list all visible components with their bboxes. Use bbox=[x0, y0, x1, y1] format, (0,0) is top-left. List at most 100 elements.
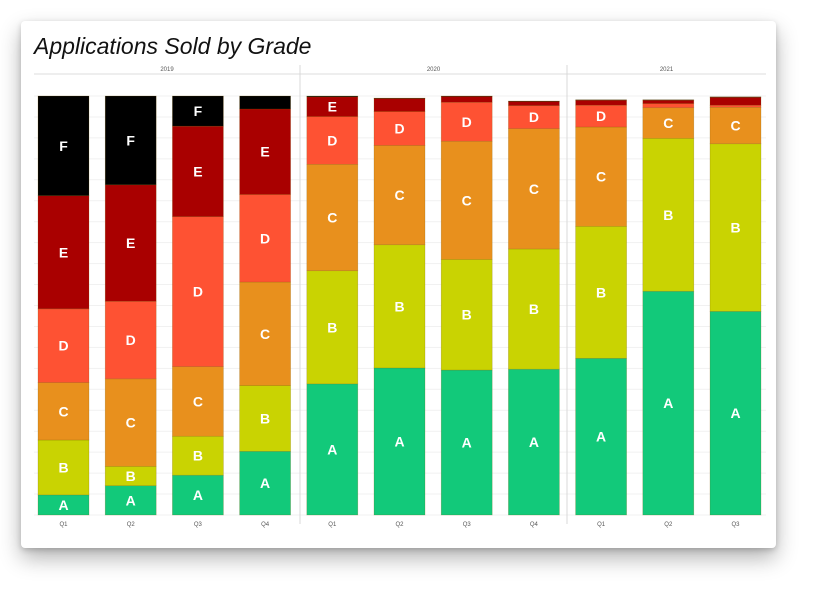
chart-card: Applications Sold by Grade 2019 2020 2021 A… bbox=[21, 21, 776, 548]
bar-segment-F bbox=[104, 95, 157, 186]
bar-segment-C bbox=[508, 128, 560, 250]
bar-segment-B bbox=[440, 259, 493, 371]
bar-segment-C bbox=[172, 366, 224, 437]
tick-label: Q1 bbox=[597, 522, 606, 528]
segment-label-D: D bbox=[394, 120, 404, 136]
segment-label-B: B bbox=[193, 448, 203, 464]
segment-label-E: E bbox=[59, 244, 68, 260]
bar-segment-D bbox=[440, 101, 493, 142]
segment-label-E: E bbox=[328, 99, 337, 115]
tick-label: Q1 bbox=[328, 522, 337, 528]
bar-segment-E bbox=[440, 96, 493, 103]
tick-label: Q4 bbox=[261, 522, 270, 528]
segment-label-C: C bbox=[529, 181, 539, 197]
tick-label: Q1 bbox=[59, 522, 68, 528]
bar-segment-A bbox=[440, 369, 493, 516]
bar-segment-E bbox=[172, 125, 224, 217]
tick-label: Q2 bbox=[127, 522, 136, 528]
segment-label-E: E bbox=[126, 235, 135, 251]
group-label-2020: 2020 bbox=[427, 67, 441, 73]
tick-label: Q2 bbox=[395, 522, 404, 528]
bar-segment-C bbox=[709, 107, 762, 145]
segment-label-B: B bbox=[58, 459, 68, 475]
segment-label-A: A bbox=[327, 441, 337, 457]
bar-segment-F bbox=[37, 95, 90, 197]
stacked-bar-chart: 2019 2020 2021ABCDEFQ1ABCDEFQ2ABCDEFQ3ABCD… bbox=[34, 65, 766, 528]
bar-segment-D bbox=[37, 308, 90, 383]
tick-label: Q2 bbox=[664, 522, 673, 528]
bar-segment-D bbox=[709, 104, 762, 108]
segment-label-C: C bbox=[193, 393, 203, 409]
bar-segment-D bbox=[172, 216, 224, 367]
bar-segment-C bbox=[575, 126, 627, 227]
segment-label-C: C bbox=[58, 403, 68, 419]
bar-segment-D bbox=[373, 111, 426, 146]
segment-label-F: F bbox=[126, 132, 135, 148]
bar-segment-A bbox=[508, 368, 560, 516]
segment-label-D: D bbox=[529, 109, 539, 125]
segment-label-A: A bbox=[596, 429, 606, 445]
segment-label-D: D bbox=[58, 338, 68, 354]
segment-label-E: E bbox=[193, 163, 202, 179]
segment-label-B: B bbox=[529, 301, 539, 317]
bar-segment-E bbox=[104, 184, 157, 302]
segment-label-A: A bbox=[529, 434, 539, 450]
bar-segment-B bbox=[373, 244, 426, 369]
bar-segment-A bbox=[373, 367, 426, 516]
bar-segment-A bbox=[239, 451, 291, 516]
segment-label-B: B bbox=[126, 468, 136, 484]
segment-label-F: F bbox=[59, 138, 68, 154]
bar-segment-A bbox=[306, 383, 359, 516]
group-label-2021: 2021 bbox=[660, 67, 674, 73]
bar-segment-B bbox=[709, 143, 762, 312]
tick-label: Q3 bbox=[463, 522, 472, 528]
bar-segment-A bbox=[172, 474, 224, 516]
bar-segment-E bbox=[709, 96, 762, 106]
bar-segment-B bbox=[37, 439, 90, 496]
bar-segment-D bbox=[642, 103, 695, 109]
segment-label-D: D bbox=[193, 284, 203, 300]
chart-title: Applications Sold by Grade bbox=[34, 33, 312, 59]
bar-segment-C bbox=[37, 382, 90, 441]
segment-label-B: B bbox=[663, 207, 673, 223]
segment-label-B: B bbox=[327, 319, 337, 335]
bar-segment-E bbox=[508, 101, 560, 106]
segment-label-C: C bbox=[462, 192, 472, 208]
bar-segment-D bbox=[104, 301, 157, 380]
segment-label-A: A bbox=[260, 475, 270, 491]
segment-label-A: A bbox=[58, 497, 68, 513]
segment-label-B: B bbox=[260, 410, 270, 426]
bar-segment-B bbox=[642, 138, 695, 292]
tick-label: Q3 bbox=[731, 522, 740, 528]
bar-segment-F bbox=[239, 95, 291, 110]
segment-label-C: C bbox=[394, 187, 404, 203]
segment-label-E: E bbox=[260, 144, 269, 160]
segment-label-D: D bbox=[462, 114, 472, 130]
segment-label-D: D bbox=[260, 230, 270, 246]
bar-segment-E bbox=[373, 98, 426, 112]
segment-label-A: A bbox=[126, 492, 136, 508]
bar-segment-F bbox=[172, 95, 224, 127]
bar-segment-E bbox=[642, 99, 695, 104]
segment-label-C: C bbox=[663, 115, 673, 131]
segment-label-C: C bbox=[260, 326, 270, 342]
segment-label-C: C bbox=[596, 169, 606, 185]
segment-label-A: A bbox=[193, 487, 203, 503]
segment-label-C: C bbox=[126, 415, 136, 431]
tick-label: Q4 bbox=[530, 522, 539, 528]
segment-label-F: F bbox=[194, 103, 203, 119]
segment-label-A: A bbox=[663, 395, 673, 411]
segment-label-B: B bbox=[596, 284, 606, 300]
segment-label-A: A bbox=[462, 435, 472, 451]
bar-segment-A bbox=[575, 357, 627, 516]
bar-segment-E bbox=[575, 99, 627, 106]
tick-label: Q3 bbox=[194, 522, 203, 528]
bar-segment-B bbox=[239, 385, 291, 452]
bar-segment-A bbox=[104, 485, 157, 516]
segment-label-D: D bbox=[327, 132, 337, 148]
bar-segment-F bbox=[306, 95, 359, 98]
bar-segment-B bbox=[172, 435, 224, 476]
bar-segment-C bbox=[104, 378, 157, 467]
segment-label-D: D bbox=[596, 108, 606, 124]
bar-segment-B bbox=[575, 226, 627, 359]
